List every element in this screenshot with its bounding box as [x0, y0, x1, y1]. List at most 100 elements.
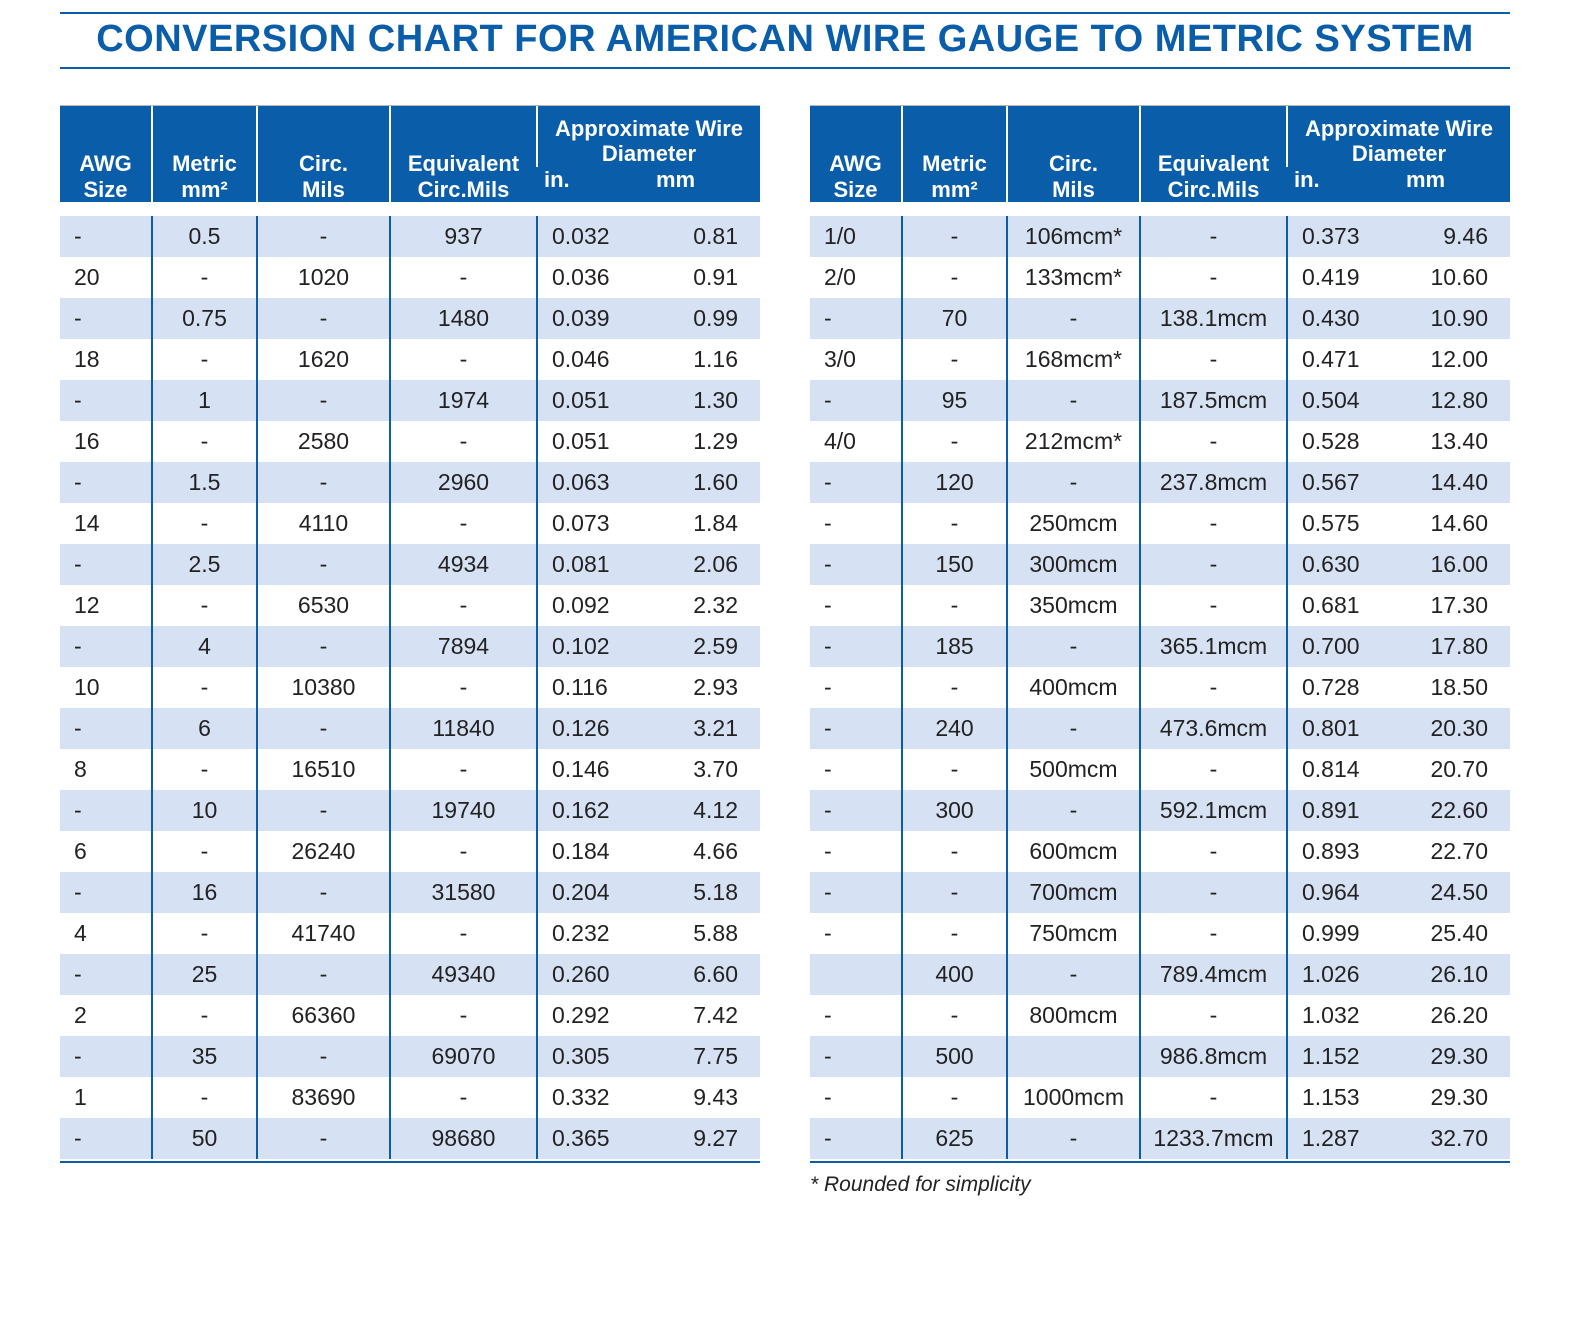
cell: 1.032	[1286, 995, 1398, 1036]
table-row: --1000mcm-1.15329.30	[810, 1077, 1510, 1118]
cell: -	[389, 749, 536, 790]
col-header-mm2: Metricmm²	[151, 106, 256, 202]
cell: 1.152	[1286, 1036, 1398, 1077]
col-header-circ: Circ.Mils	[1006, 106, 1139, 202]
cell: 35	[151, 1036, 256, 1077]
table-row: -300-592.1mcm0.89122.60	[810, 790, 1510, 831]
cell: -	[151, 503, 256, 544]
cell: -	[901, 667, 1006, 708]
cell: 120	[901, 462, 1006, 503]
cell: -	[1006, 626, 1139, 667]
cell: 10.90	[1398, 298, 1510, 339]
cell: 7.75	[648, 1036, 760, 1077]
cell: -	[256, 380, 389, 421]
title-rule-top	[60, 12, 1510, 14]
cell: 500mcm	[1006, 749, 1139, 790]
cell: -	[810, 1036, 901, 1077]
table-row: 1/0-106mcm*-0.3739.46	[810, 216, 1510, 257]
table-row: --700mcm-0.96424.50	[810, 872, 1510, 913]
cell: 18	[60, 339, 151, 380]
cell: -	[901, 1077, 1006, 1118]
cell: 2.93	[648, 667, 760, 708]
cell: -	[389, 339, 536, 380]
cell: -	[810, 544, 901, 585]
cell: 18.50	[1398, 667, 1510, 708]
cell: 106mcm*	[1006, 216, 1139, 257]
cell: 0.728	[1286, 667, 1398, 708]
col-header-in: in.	[1286, 167, 1398, 202]
cell: 26.10	[1398, 954, 1510, 995]
table-bottom-rule	[60, 1161, 760, 1163]
table-row: -6-118400.1263.21	[60, 708, 760, 749]
cell: 4/0	[810, 421, 901, 462]
table-row: 12-6530-0.0922.32	[60, 585, 760, 626]
cell: -	[256, 708, 389, 749]
cell: 1	[151, 380, 256, 421]
cell: -	[151, 585, 256, 626]
table-row: -2.5-49340.0812.06	[60, 544, 760, 585]
cell: 1480	[389, 298, 536, 339]
cell: 0.081	[536, 544, 648, 585]
cell: 17.30	[1398, 585, 1510, 626]
cell: 29.30	[1398, 1036, 1510, 1077]
cell: 1.287	[1286, 1118, 1398, 1159]
cell: -	[1006, 462, 1139, 503]
page: CONVERSION CHART FOR AMERICAN WIRE GAUGE…	[0, 0, 1570, 1237]
cell: 19740	[389, 790, 536, 831]
cell: -	[901, 872, 1006, 913]
cell: 7894	[389, 626, 536, 667]
cell: 0.039	[536, 298, 648, 339]
table-row: --800mcm-1.03226.20	[810, 995, 1510, 1036]
cell: -	[389, 831, 536, 872]
cell: 240	[901, 708, 1006, 749]
cell: -	[810, 667, 901, 708]
cell: -	[901, 585, 1006, 626]
cell: 12	[60, 585, 151, 626]
table-row: 400-789.4mcm1.02626.10	[810, 954, 1510, 995]
cell: -	[389, 503, 536, 544]
cell: 250mcm	[1006, 503, 1139, 544]
cell: 592.1mcm	[1139, 790, 1286, 831]
col-header-awg: AWGSize	[60, 106, 151, 202]
cell: -	[389, 585, 536, 626]
cell: 22.60	[1398, 790, 1510, 831]
cell: 0.162	[536, 790, 648, 831]
cell: 24.50	[1398, 872, 1510, 913]
cell: 0.430	[1286, 298, 1398, 339]
cell: 0.99	[648, 298, 760, 339]
cell: 50	[151, 1118, 256, 1159]
cell: 1620	[256, 339, 389, 380]
table-row: --250mcm-0.57514.60	[810, 503, 1510, 544]
table-row: --350mcm-0.68117.30	[810, 585, 1510, 626]
cell: -	[389, 421, 536, 462]
cell: 1.30	[648, 380, 760, 421]
table-row: -1.5-29600.0631.60	[60, 462, 760, 503]
cell: 70	[901, 298, 1006, 339]
col-header-in: in.	[536, 167, 648, 202]
cell: 937	[389, 216, 536, 257]
cell: -	[810, 462, 901, 503]
cell: 0.332	[536, 1077, 648, 1118]
cell: -	[810, 380, 901, 421]
cell: 2.32	[648, 585, 760, 626]
table-row: -4-78940.1022.59	[60, 626, 760, 667]
table-row: -10-197400.1624.12	[60, 790, 760, 831]
table-row: --400mcm-0.72818.50	[810, 667, 1510, 708]
cell: 500	[901, 1036, 1006, 1077]
table-row: 20-1020-0.0360.91	[60, 257, 760, 298]
cell: 2.59	[648, 626, 760, 667]
table-left-container: AWGSizeMetricmm²Circ.MilsEquivalentCirc.…	[60, 105, 760, 1163]
cell: -	[60, 954, 151, 995]
cell: -	[256, 790, 389, 831]
cell: 1.026	[1286, 954, 1398, 995]
cell: 150	[901, 544, 1006, 585]
table-row: -185-365.1mcm0.70017.80	[810, 626, 1510, 667]
cell: -	[60, 626, 151, 667]
cell: -	[60, 380, 151, 421]
cell: -	[1139, 749, 1286, 790]
table-row: -25-493400.2606.60	[60, 954, 760, 995]
cell: -	[1006, 708, 1139, 749]
cell: 473.6mcm	[1139, 708, 1286, 749]
cell: -	[256, 954, 389, 995]
cell: 22.70	[1398, 831, 1510, 872]
